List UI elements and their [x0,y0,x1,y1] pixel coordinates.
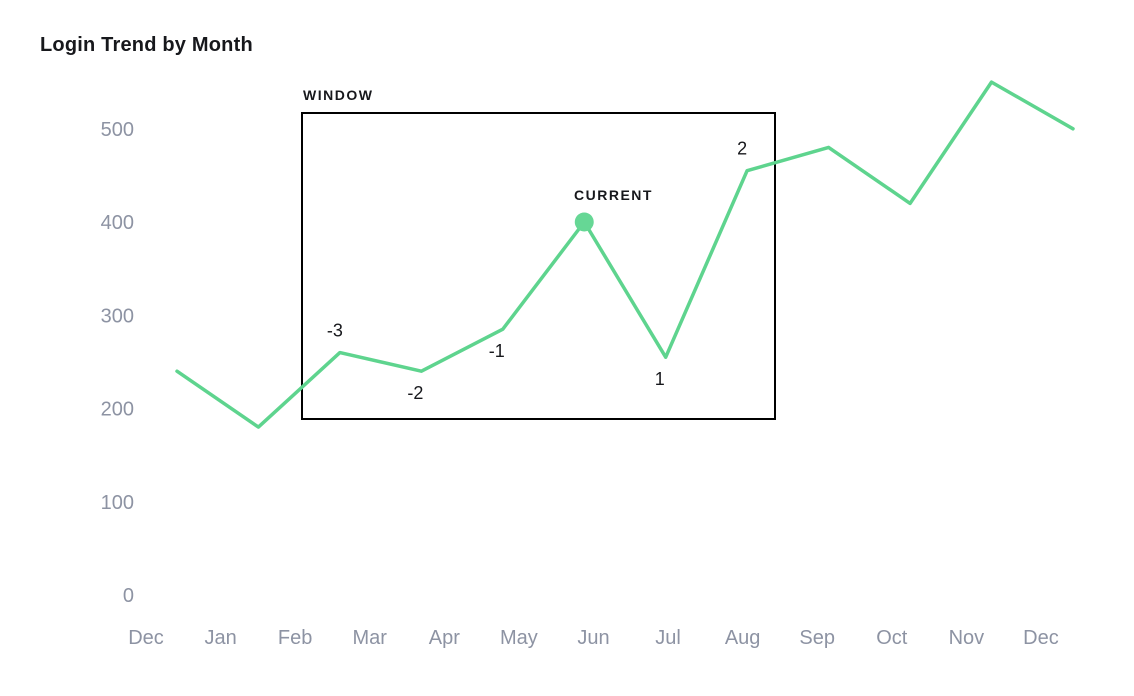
trend-line [175,80,1075,429]
point-offset-label: 2 [737,139,747,159]
point-offset-label: -1 [489,341,505,361]
x-axis-tick-label: Apr [429,627,460,649]
x-axis-tick-label: Jul [655,627,681,649]
y-axis-tick-label: 500 [101,119,134,141]
x-axis-tick-label: Mar [353,627,388,649]
x-axis-tick-label: Aug [725,627,761,649]
y-axis-tick-label: 200 [101,399,134,421]
x-axis-tick-label: Sep [799,627,835,649]
point-offset-label: -2 [407,383,423,403]
window-box [301,112,776,420]
x-axis-tick-label: Jun [577,627,609,649]
x-axis-tick-label: Oct [876,627,908,649]
x-axis-tick-label: Jan [204,627,236,649]
x-axis-tick-label: Feb [278,627,312,649]
chart-title: Login Trend by Month [40,34,253,56]
point-offset-label: -3 [327,321,343,341]
x-axis-tick-label: Dec [1023,627,1059,649]
y-axis-tick-label: 300 [101,305,134,327]
point-offset-label: 1 [655,369,665,389]
x-axis-tick-label: Dec [128,627,164,649]
x-axis-tick-label: May [500,627,538,649]
y-axis-tick-label: 0 [123,585,134,607]
y-axis-tick-label: 100 [101,492,134,514]
current-label: CURRENT [574,187,653,203]
window-label: WINDOW [303,87,373,103]
x-axis-tick-label: Nov [949,627,985,649]
y-axis-tick-label: 400 [101,212,134,234]
current-point-marker [574,212,594,232]
